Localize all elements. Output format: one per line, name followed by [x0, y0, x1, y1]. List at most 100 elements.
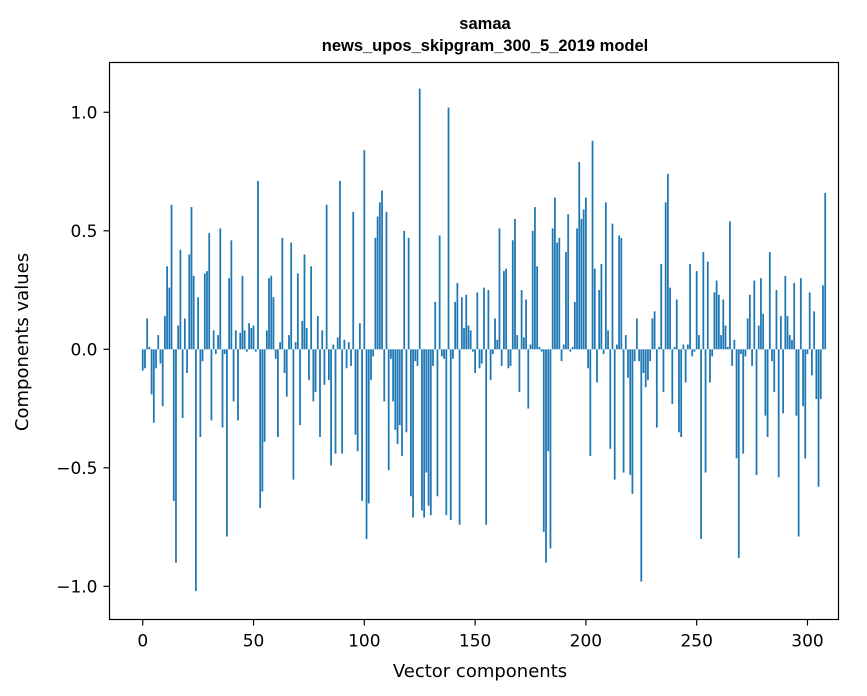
- bar-component-152: [478, 349, 481, 369]
- bar-component-295: [795, 349, 798, 416]
- bar-component-98: [359, 323, 361, 350]
- bar-component-22: [190, 207, 193, 350]
- bar-component-265: [729, 221, 731, 350]
- bar-component-141: [454, 301, 457, 350]
- bar-component-188: [558, 237, 561, 350]
- bar-component-199: [582, 209, 585, 350]
- bar-component-233: [658, 346, 660, 350]
- bar-component-144: [460, 297, 463, 350]
- bar-component-290: [784, 275, 787, 350]
- bar-component-239: [671, 349, 674, 404]
- bar-component-74: [305, 327, 308, 350]
- bar-component-296: [797, 349, 800, 537]
- bar-component-19: [183, 318, 186, 350]
- bar-component-79: [316, 316, 319, 350]
- bar-component-135: [440, 349, 443, 357]
- bar-component-184: [549, 349, 552, 549]
- bar-component-44: [239, 332, 242, 350]
- bar-component-214: [616, 344, 618, 350]
- bar-component-198: [580, 218, 583, 350]
- bar-component-3: [148, 346, 151, 350]
- bar-component-189: [560, 349, 563, 362]
- bar-component-64: [283, 349, 286, 373]
- y-axis-label: Components values: [12, 253, 33, 431]
- bar-component-270: [740, 349, 742, 355]
- bar-component-114: [394, 349, 397, 430]
- bar-component-272: [744, 349, 747, 357]
- y-tick-label: 1.0: [70, 103, 97, 123]
- bar-component-232: [655, 349, 658, 428]
- bar-component-21: [188, 254, 191, 350]
- bar-component-37: [223, 349, 226, 355]
- bar-component-85: [330, 349, 332, 466]
- bar-component-202: [589, 349, 592, 456]
- bar-component-124: [416, 349, 419, 366]
- bar-component-177: [534, 207, 536, 350]
- bar-component-142: [456, 282, 459, 350]
- bar-component-104: [372, 349, 375, 357]
- bar-component-110: [385, 211, 388, 350]
- bar-component-13: [170, 204, 173, 350]
- bar-component-151: [476, 292, 479, 350]
- bar-component-227: [644, 349, 647, 388]
- bar-component-59: [272, 297, 275, 350]
- bar-component-187: [556, 242, 558, 350]
- bar-component-147: [467, 325, 470, 350]
- bar-component-216: [620, 237, 623, 350]
- bar-component-130: [429, 349, 432, 516]
- bar-component-279: [760, 278, 762, 350]
- bar-component-36: [221, 349, 224, 428]
- bar-component-207: [600, 263, 603, 350]
- bar-component-241: [675, 299, 678, 350]
- bar-component-209: [604, 202, 607, 350]
- bar-component-2: [146, 318, 149, 350]
- bar-component-280: [762, 313, 765, 350]
- bar-component-54: [261, 349, 264, 492]
- bar-component-55: [263, 349, 266, 442]
- bar-component-185: [551, 228, 554, 350]
- bar-component-167: [511, 240, 514, 350]
- bar-component-81: [321, 330, 324, 350]
- bar-component-297: [799, 278, 802, 350]
- bar-component-247: [689, 263, 691, 350]
- bar-component-82: [323, 349, 326, 385]
- bar-component-62: [279, 342, 281, 350]
- bar-component-236: [664, 202, 667, 350]
- bar-component-235: [662, 349, 665, 392]
- bar-component-6: [155, 349, 157, 369]
- bar-component-41: [232, 349, 235, 402]
- bar-component-182: [545, 349, 547, 563]
- bar-component-217: [622, 349, 625, 473]
- bar-component-65: [285, 349, 288, 397]
- bar-component-78: [314, 349, 317, 392]
- bar-component-257: [711, 349, 714, 357]
- bar-component-15: [175, 349, 177, 563]
- bar-component-153: [480, 349, 483, 364]
- bar-component-211: [609, 349, 612, 449]
- bar-component-251: [698, 335, 700, 350]
- bar-component-102: [367, 349, 370, 504]
- bar-component-97: [356, 349, 359, 452]
- bar-component-38: [226, 349, 228, 537]
- bar-component-256: [709, 349, 711, 383]
- bar-component-288: [780, 316, 782, 350]
- bar-component-285: [773, 349, 776, 392]
- bar-component-230: [651, 318, 654, 350]
- bar-component-132: [434, 301, 437, 350]
- bar-component-224: [638, 349, 640, 362]
- bar-component-111: [387, 349, 390, 471]
- x-axis-ticks: 0 50 100 150 200 250 300: [137, 619, 824, 652]
- bar-component-176: [531, 230, 534, 350]
- bar-component-289: [782, 349, 784, 414]
- bar-component-195: [573, 301, 576, 350]
- bar-component-234: [660, 263, 663, 350]
- bar-component-118: [403, 230, 406, 350]
- bar-component-10: [164, 316, 166, 350]
- bar-component-92: [345, 349, 348, 369]
- y-tick-label: −0.5: [56, 459, 97, 479]
- bar-component-156: [487, 290, 490, 350]
- bar-component-307: [822, 285, 824, 350]
- bar-component-171: [520, 290, 523, 350]
- bar-component-264: [726, 346, 729, 350]
